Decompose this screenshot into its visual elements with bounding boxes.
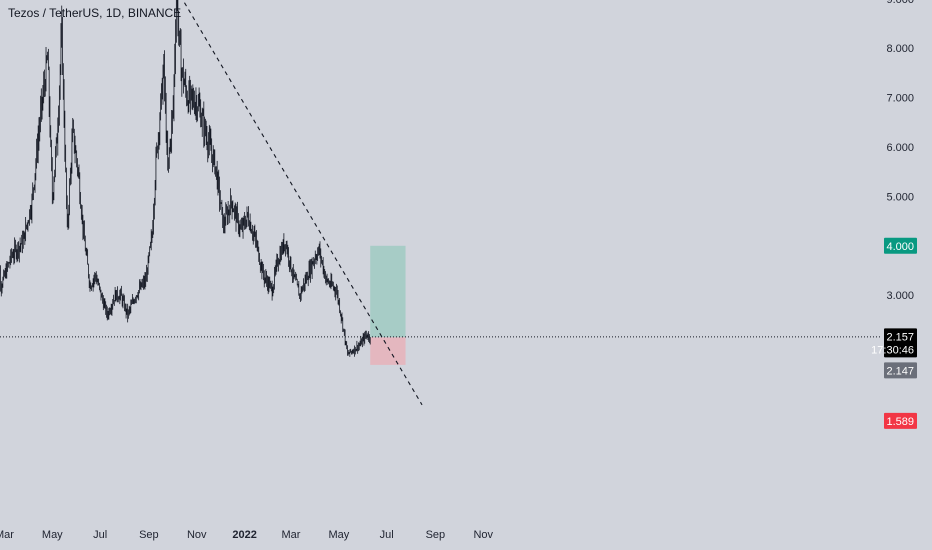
x-tick-label: Sep [139, 529, 159, 541]
entry-price-badge-text: 2.147 [886, 365, 914, 377]
x-tick-label: May [42, 529, 63, 541]
stop-price-badge-text: 1.589 [886, 416, 914, 428]
stop-price-badge-bg [884, 412, 917, 429]
y-tick-label: 5.000 [886, 191, 914, 203]
target-price-badge-bg [884, 237, 917, 254]
y-tick-label: 6.000 [886, 142, 914, 154]
last-price-badge-text: 2.157 [886, 331, 914, 343]
x-tick-label: 2022 [232, 529, 256, 541]
entry-price-badge-bg [884, 362, 917, 379]
chart-lines [0, 0, 880, 406]
last-price-badge-bg [884, 328, 917, 358]
x-tick-label: Nov [473, 529, 493, 541]
x-axis: Mar May Jul Sep Nov 2022 Mar May Jul Sep Nov [0, 529, 494, 541]
profit-zone[interactable] [370, 245, 406, 338]
candles [0, 0, 371, 357]
y-tick-label: 7.000 [886, 93, 914, 105]
x-tick-label: Mar [281, 529, 300, 541]
target-price-badge-text: 4.000 [886, 241, 914, 253]
last-price-badge-text: 17:30:46 [871, 344, 914, 356]
x-tick-label: Jul [380, 529, 394, 541]
y-tick-label: 9.000 [886, 0, 914, 6]
stop-price-badge: 1.589 [884, 412, 917, 429]
x-tick-label: Mar [0, 529, 14, 541]
loss-zone[interactable] [370, 337, 406, 365]
entry-price-badge: 2.147 [884, 362, 917, 379]
trendline[interactable] [176, 0, 423, 406]
y-tick-label: 8.000 [886, 43, 914, 55]
chart-title: Tezos / TetherUS, 1D, BINANCE [8, 6, 182, 20]
x-tick-label: Sep [426, 529, 446, 541]
target-price-badge: 4.000 [884, 237, 917, 254]
x-tick-label: May [328, 529, 349, 541]
position-zones [370, 245, 406, 365]
y-tick-label: 3.000 [886, 290, 914, 302]
x-tick-label: Nov [187, 529, 207, 541]
x-tick-label: Jul [93, 529, 107, 541]
